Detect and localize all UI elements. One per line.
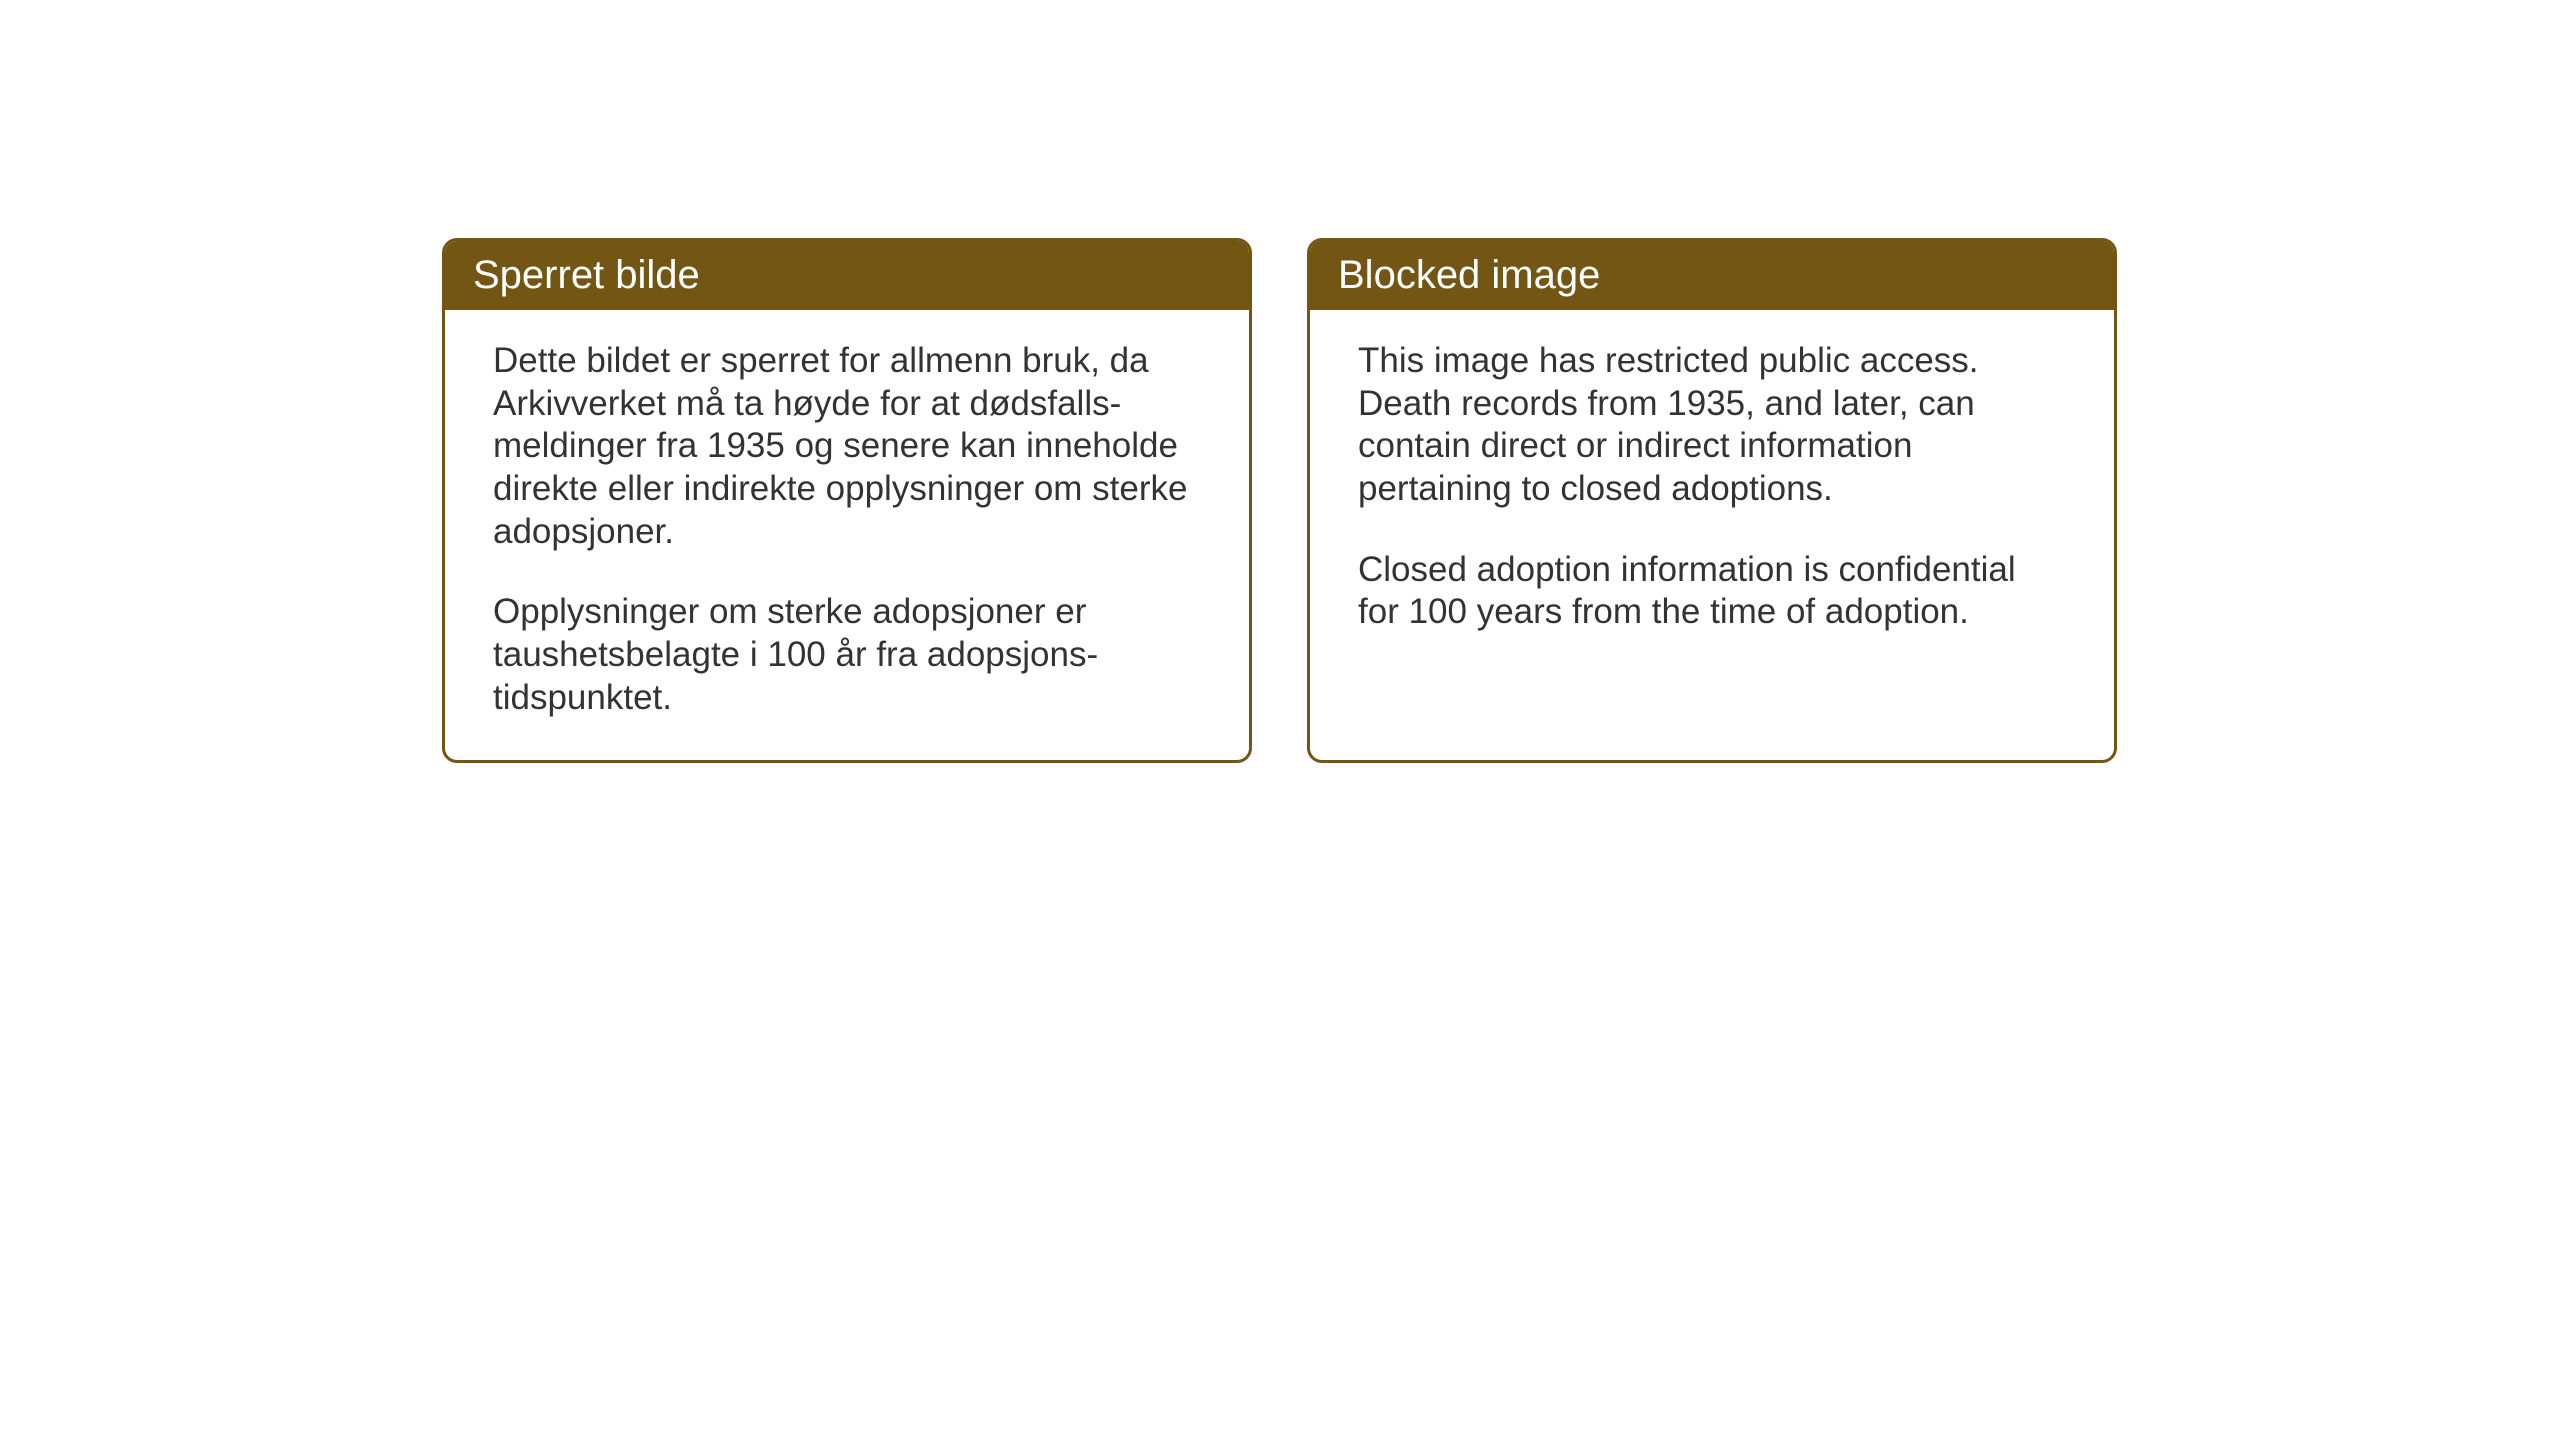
notice-paragraph-2-english: Closed adoption information is confident… (1358, 549, 2066, 634)
notice-body-english: This image has restricted public access.… (1310, 310, 2114, 750)
notice-title-english: Blocked image (1338, 253, 1600, 297)
notice-header-english: Blocked image (1310, 241, 2114, 310)
notice-paragraph-2-norwegian: Opplysninger om sterke adopsjoner er tau… (493, 591, 1201, 719)
notice-header-norwegian: Sperret bilde (445, 241, 1249, 310)
notice-paragraph-1-norwegian: Dette bildet er sperret for allmenn bruk… (493, 340, 1201, 553)
notice-paragraph-1-english: This image has restricted public access.… (1358, 340, 2066, 511)
notice-card-norwegian: Sperret bilde Dette bildet er sperret fo… (442, 238, 1252, 763)
notice-container: Sperret bilde Dette bildet er sperret fo… (442, 238, 2117, 763)
notice-title-norwegian: Sperret bilde (473, 253, 700, 297)
notice-card-english: Blocked image This image has restricted … (1307, 238, 2117, 763)
notice-body-norwegian: Dette bildet er sperret for allmenn bruk… (445, 310, 1249, 760)
